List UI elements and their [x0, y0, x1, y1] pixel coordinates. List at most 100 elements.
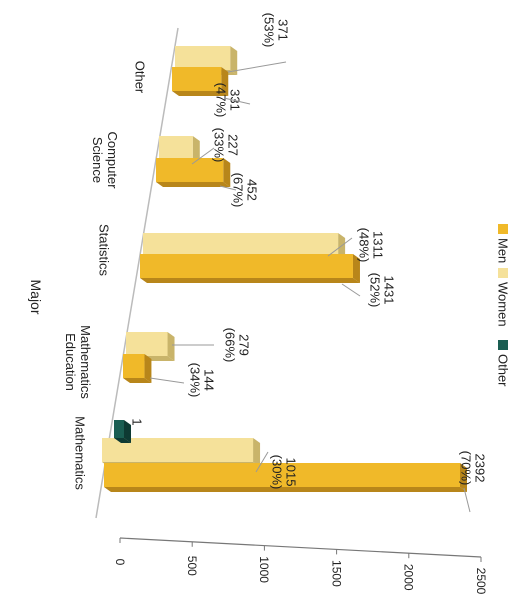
data-label-women-2-line: 1311	[370, 231, 385, 259]
legend-swatch-other	[498, 340, 508, 350]
leader-line	[227, 61, 287, 73]
data-label-men-0-line: (70%)	[458, 451, 473, 486]
data-label-men-4: 331(47%)	[213, 83, 242, 118]
legend-label-men: Men	[495, 238, 510, 263]
category-label-1-line: Education	[63, 333, 78, 391]
category-label-3-line: Science	[90, 137, 105, 183]
bar-men-0	[104, 463, 467, 492]
legend-label-women-line: Women	[495, 282, 510, 327]
bar-other-0-front	[114, 420, 124, 438]
data-label-women-2-line: (48%)	[356, 228, 371, 263]
bar-men-3	[156, 158, 231, 187]
data-label-women-0-line: 1015	[283, 458, 298, 487]
value-tick-label-line: 0	[113, 559, 127, 566]
category-axis-title: Major	[28, 279, 44, 314]
legend-swatch-women	[498, 268, 508, 278]
data-label-women-3-line: (33%)	[211, 128, 226, 163]
leader-line	[463, 487, 471, 513]
bar-men-3-front	[156, 158, 224, 182]
category-label-3-line: Computer	[105, 131, 120, 189]
bar-men-3-end	[223, 158, 231, 187]
leader-line	[223, 97, 251, 105]
legend-label-women: Women	[495, 282, 510, 327]
bar-men-1-end	[144, 354, 152, 383]
bar-other-0-end	[124, 420, 131, 443]
value-tick-label-line: 1000	[257, 556, 271, 583]
bar-women-2-front	[143, 233, 339, 257]
bar-women-4-front	[175, 46, 231, 70]
bar-men-4-front	[172, 67, 222, 91]
data-label-women-0-line: (30%)	[269, 455, 284, 490]
bar-men-4-end	[221, 67, 229, 96]
legend-label-other: Other	[495, 354, 510, 387]
bar-women-3-end	[192, 136, 200, 165]
data-label-women-1-line: (66%)	[222, 328, 237, 363]
category-label-3: ComputerScience	[90, 131, 120, 189]
leader-line	[219, 185, 237, 191]
value-tick-label-line: 2500	[474, 568, 488, 595]
value-tick-label: 500	[185, 556, 199, 576]
value-tick-label-line: 2000	[402, 564, 416, 591]
data-label-other-0-line: 1	[129, 418, 144, 425]
value-tick-label: 2500	[474, 568, 488, 595]
category-label-4: Other	[132, 61, 147, 94]
data-label-men-3-line: 452	[244, 179, 259, 201]
leader-line	[255, 451, 269, 473]
value-tick-label-line: 500	[185, 556, 199, 576]
data-label-men-4-line: 331	[227, 89, 242, 111]
category-axis-title-line: Major	[28, 279, 44, 314]
category-label-0: Mathematics	[72, 416, 87, 490]
data-label-women-3: 227(33%)	[211, 128, 240, 163]
leader-line	[327, 237, 353, 257]
category-label-0-line: Mathematics	[72, 416, 87, 490]
bar-men-4-bottom	[172, 91, 229, 96]
data-label-men-1-line: 144	[201, 369, 216, 391]
data-label-other-0: 1	[129, 418, 144, 425]
data-label-men-4-line: (47%)	[213, 83, 228, 118]
category-label-2-line: Statistics	[96, 224, 111, 277]
data-label-men-2-line: (52%)	[367, 273, 382, 308]
category-label-1: MathematicsEducation	[63, 325, 93, 399]
bar-other-0-bottom	[114, 438, 131, 443]
bar-men-0-bottom	[104, 487, 467, 492]
legend-label-men-line: Men	[495, 238, 510, 263]
data-label-women-2: 1311(48%)	[356, 228, 385, 263]
value-tick-label: 1000	[257, 556, 271, 583]
value-tick-label: 0	[113, 559, 127, 566]
data-label-men-1: 144(34%)	[187, 363, 216, 398]
bar-men-0-end	[460, 463, 467, 492]
bar-men-2-front	[140, 254, 353, 278]
bar-other-0	[114, 420, 131, 443]
data-label-men-0: 2392(70%)	[458, 451, 487, 486]
bar-women-1-front	[126, 332, 168, 356]
leader-line	[341, 283, 361, 297]
bar-women-1-end	[167, 332, 175, 361]
data-label-men-2-line: 1431	[381, 276, 396, 305]
data-label-women-3-line: 227	[225, 134, 240, 156]
category-label-1-line: Mathematics	[78, 325, 93, 399]
value-tick-label: 2000	[402, 564, 416, 591]
leader-line	[149, 377, 185, 384]
data-label-men-3-line: (67%)	[230, 173, 245, 208]
data-label-women-4-line: 371	[275, 19, 290, 41]
bar-men-3-bottom	[156, 182, 231, 187]
bar-men-4	[172, 67, 229, 96]
data-label-men-0-line: 2392	[472, 454, 487, 483]
data-label-women-0: 1015(30%)	[269, 455, 298, 490]
data-label-women-4: 371(53%)	[261, 13, 290, 48]
leader-line	[191, 147, 215, 165]
value-tick-label-line: 1500	[329, 560, 343, 587]
bar-women-4-end	[230, 46, 238, 75]
bar-women-3-front	[159, 136, 193, 160]
data-label-men-3: 452(67%)	[230, 173, 259, 208]
legend-swatch-men	[498, 224, 508, 234]
category-label-2: Statistics	[96, 224, 111, 277]
data-label-men-2: 1431(52%)	[367, 273, 396, 308]
category-axis-line	[95, 27, 179, 519]
bar-women-0-end	[253, 438, 261, 467]
data-label-women-1-line: 279	[236, 334, 251, 356]
value-axis-line	[119, 537, 482, 558]
data-label-women-1: 279(66%)	[222, 328, 251, 363]
data-label-men-1-line: (34%)	[187, 363, 202, 398]
